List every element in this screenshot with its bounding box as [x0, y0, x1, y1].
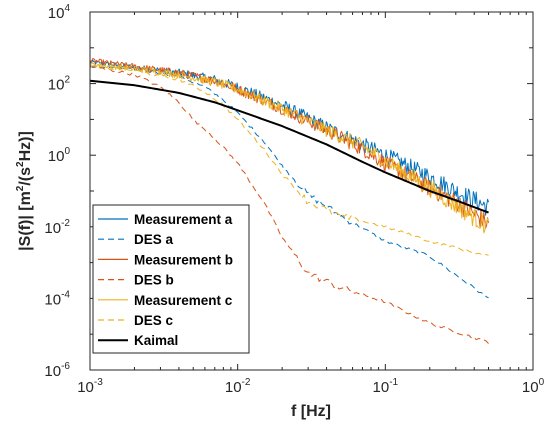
series-layer [90, 57, 490, 344]
legend-label: DES c [134, 313, 174, 328]
y-tick-label: 104 [48, 3, 71, 22]
legend-label: Measurement a [134, 212, 233, 227]
x-tick-labels: 10-3 10-2 10-1 100 [77, 377, 544, 396]
x-axis-label: f [Hz] [291, 403, 331, 420]
legend-label: DES a [134, 232, 174, 247]
y-tick-label: 102 [48, 75, 71, 94]
legend-label: Kaimal [134, 333, 178, 348]
x-tick-label: 10-3 [77, 377, 103, 396]
x-tick-label: 10-1 [373, 377, 399, 396]
y-axis-label: |S(f)| [m2/(s2Hz)] [15, 131, 34, 251]
tick-marks [89, 11, 534, 371]
x-tick-label: 100 [522, 377, 545, 396]
x-tick-label: 10-2 [225, 377, 251, 396]
legend-label: DES b [134, 273, 174, 288]
legend: Measurement a DES a Measurement b DES b Meas… [92, 204, 250, 354]
legend-label: Measurement b [134, 252, 233, 267]
y-tick-label: 10-2 [44, 218, 70, 237]
series-line-des-a [90, 65, 489, 299]
y-tick-label: 10-6 [44, 361, 70, 380]
y-tick-label: 10-4 [44, 289, 70, 308]
legend-label: Measurement c [134, 293, 233, 308]
series-line-measurement-a [90, 59, 490, 216]
series-line-des-c [90, 65, 489, 256]
series-line-kaimal [90, 79, 489, 214]
y-tick-labels: 10-6 10-4 10-2 100 102 104 [44, 3, 70, 380]
y-tick-label: 100 [48, 146, 71, 165]
series-line-des-b [90, 65, 489, 344]
